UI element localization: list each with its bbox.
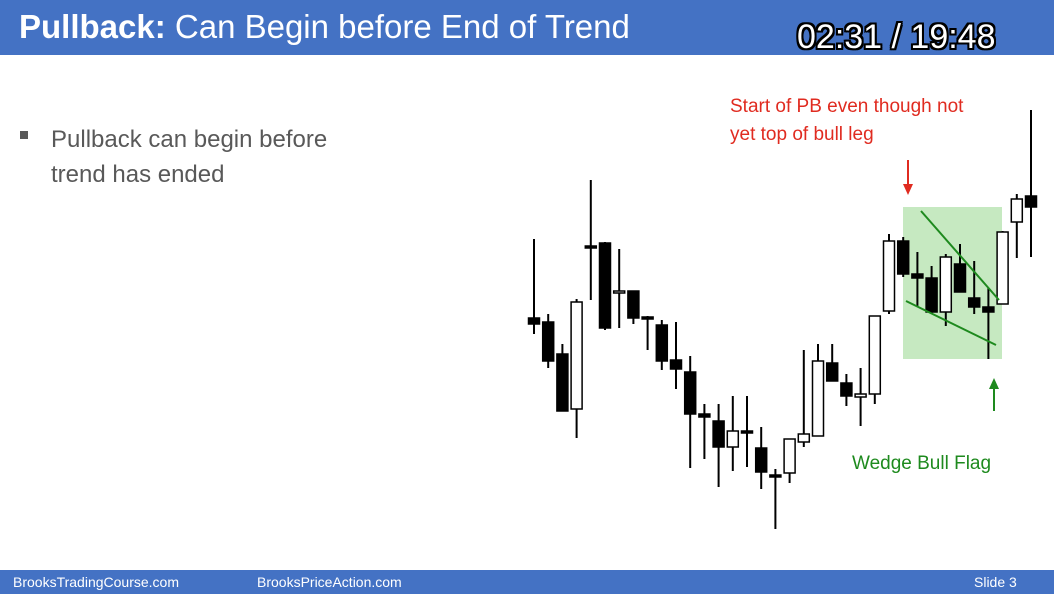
- candle: [754, 427, 768, 489]
- candle: [1024, 110, 1038, 257]
- annotation-start-pb: Start of PB even though not yet top of b…: [730, 96, 964, 145]
- candle-bull-body: [612, 290, 626, 294]
- candle: [612, 249, 626, 328]
- candle-bear-body: [655, 324, 669, 362]
- candle-bear-body: [1024, 195, 1038, 208]
- candle: [868, 315, 882, 404]
- candle-bear-body: [556, 353, 569, 412]
- candle: [698, 404, 711, 459]
- candle: [570, 299, 583, 438]
- candle-bear-body: [740, 430, 754, 434]
- candles-group: [527, 110, 1038, 529]
- candle-bear-body: [925, 277, 938, 313]
- candle: [769, 469, 782, 529]
- candle-bear-body: [712, 420, 725, 448]
- candle-bull-body: [811, 360, 825, 437]
- candle-bull-body: [726, 430, 740, 448]
- candle-bull-body: [854, 393, 867, 398]
- candle-bull-body: [1010, 198, 1024, 223]
- candle: [854, 368, 867, 426]
- candle-bear-body: [825, 362, 839, 382]
- candle-bear-body: [527, 317, 541, 325]
- candle-bear-body: [953, 263, 967, 293]
- candle-bear-body: [754, 447, 768, 473]
- candle: [584, 180, 598, 300]
- candle: [527, 239, 541, 334]
- candle: [925, 266, 938, 314]
- candle-bear-body: [641, 316, 654, 320]
- green-up-arrow-icon: [989, 378, 999, 389]
- slide-title-bold: Pullback:: [19, 8, 166, 45]
- candle: [911, 252, 924, 306]
- candle: [882, 234, 896, 314]
- candle: [811, 344, 825, 437]
- wedge-highlight-box: [903, 207, 1002, 359]
- candle-bear-body: [911, 273, 924, 279]
- candle: [598, 242, 612, 330]
- candle: [726, 396, 740, 471]
- candle: [783, 438, 796, 483]
- candle: [683, 356, 697, 468]
- candle-bear-body: [982, 306, 995, 313]
- candle-bull-body: [996, 231, 1009, 305]
- candle: [556, 344, 569, 412]
- candle: [996, 231, 1009, 305]
- candle: [953, 244, 967, 293]
- video-timer: 02:31 / 19:48: [797, 18, 996, 56]
- bullet-text: Pullback can begin before trend has ende…: [51, 126, 328, 188]
- candle: [541, 314, 555, 368]
- red-down-arrow-icon: [903, 184, 913, 195]
- title-bar: Pullback: Can Begin before End of Trend: [0, 0, 1054, 55]
- candle-bear-body: [769, 474, 782, 478]
- candle: [840, 374, 853, 406]
- candle: [982, 288, 995, 359]
- candle: [825, 344, 839, 382]
- candle: [1010, 194, 1024, 258]
- candle-bear-body: [584, 245, 598, 249]
- slide-number: Slide 3: [974, 574, 1017, 590]
- slide-title-rest: Can Begin before End of Trend: [165, 8, 630, 45]
- slide-title: Pullback: Can Begin before End of Trend: [19, 7, 630, 47]
- candle-bear-body: [598, 242, 612, 329]
- candle-bull-body: [939, 256, 953, 313]
- footer-link-brookspriceaction[interactable]: BrooksPriceAction.com: [257, 574, 402, 590]
- candle-bear-body: [840, 382, 853, 397]
- candle: [669, 322, 683, 389]
- candle: [655, 320, 669, 370]
- candle-bull-body: [868, 315, 882, 395]
- candle-bear-body: [541, 321, 555, 362]
- footer-bar: BrooksTradingCourse.com BrooksPriceActio…: [0, 570, 1054, 594]
- wedge-upper-line: [920, 210, 1000, 301]
- bullet-square-icon: [20, 131, 28, 139]
- candle-bear-body: [627, 290, 640, 319]
- candle-bear-body: [683, 371, 697, 415]
- candle: [896, 237, 910, 277]
- candle-bear-body: [896, 240, 910, 275]
- candle-bear-body: [967, 297, 981, 308]
- candle: [740, 396, 754, 467]
- candle: [641, 316, 654, 350]
- annotation-wedge-bull-flag: Wedge Bull Flag: [852, 453, 992, 474]
- candle: [797, 350, 811, 447]
- wedge-lower-line: [905, 300, 997, 346]
- candle-bear-body: [698, 413, 711, 418]
- candle-bull-body: [882, 240, 896, 312]
- candle: [712, 404, 725, 487]
- candle-bull-body: [783, 438, 796, 474]
- candle-bull-body: [570, 301, 583, 410]
- candle-bull-body: [797, 433, 811, 443]
- candle: [627, 290, 640, 324]
- candle: [967, 261, 981, 314]
- candle-bear-body: [669, 359, 683, 370]
- candle: [939, 254, 953, 326]
- footer-link-brookstradingcourse[interactable]: BrooksTradingCourse.com: [13, 574, 179, 590]
